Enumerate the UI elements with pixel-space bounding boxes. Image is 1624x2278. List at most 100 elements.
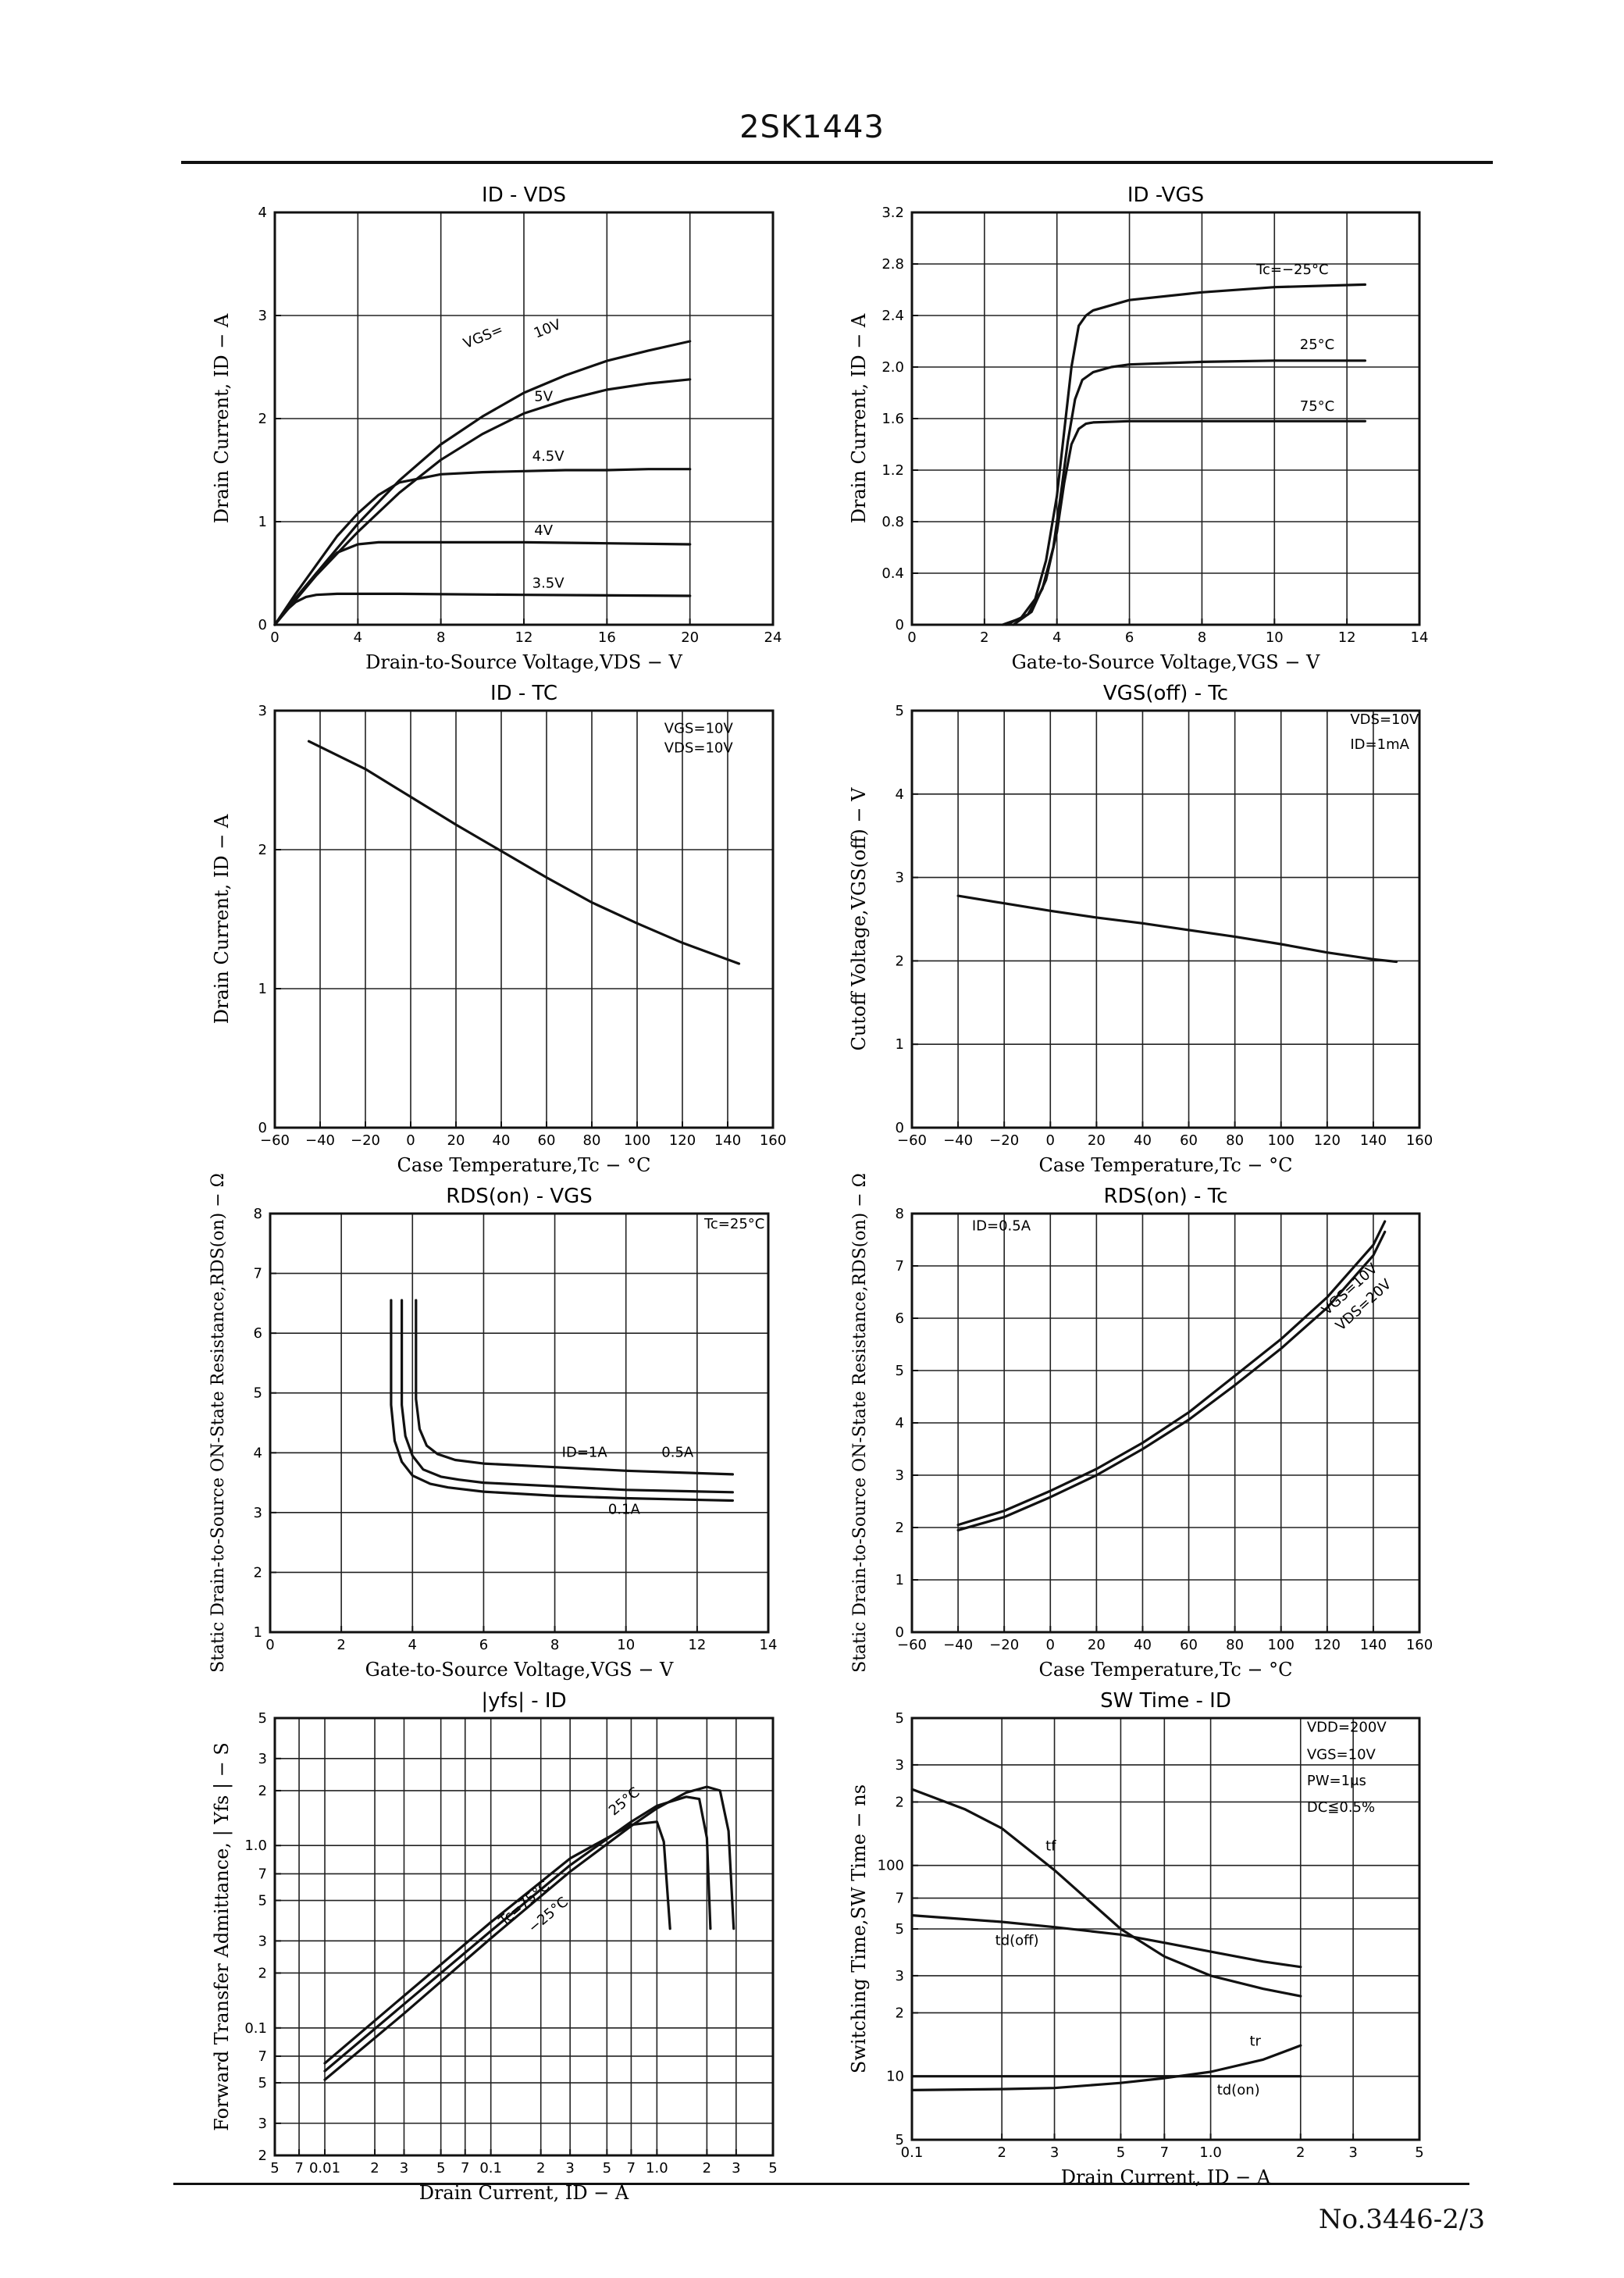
x-axis-label: Case Temperature,Tc − °C bbox=[397, 1154, 651, 1176]
series-line bbox=[273, 468, 692, 626]
x-tick-label: 3 bbox=[565, 2160, 574, 2176]
chart-title: VGS(off) - Tc bbox=[1103, 682, 1228, 705]
x-tick-label: 24 bbox=[764, 629, 782, 646]
y-axis-label: Drain Current, ID − A bbox=[211, 814, 233, 1024]
x-tick-label: 4 bbox=[408, 1637, 417, 1653]
y-tick-label: 2 bbox=[258, 411, 267, 427]
x-tick-label: 0 bbox=[265, 1637, 274, 1653]
x-tick-label: 5 bbox=[768, 2160, 777, 2176]
x-tick-label: 0.1 bbox=[479, 2160, 502, 2176]
x-tick-label: 2 bbox=[536, 2160, 545, 2176]
y-tick-label: 7 bbox=[258, 1866, 267, 1882]
y-tick-label: 3 bbox=[896, 1467, 904, 1484]
y-axis-label: Cutoff Voltage,VGS(off) − V bbox=[848, 787, 870, 1051]
x-tick-label: 2 bbox=[1296, 2144, 1305, 2161]
y-tick-label: 3 bbox=[258, 2116, 267, 2132]
y-tick-label: 3 bbox=[896, 870, 904, 886]
x-tick-label: 12 bbox=[688, 1637, 706, 1653]
y-tick-label: 5 bbox=[254, 1385, 262, 1402]
x-tick-label: 0.1 bbox=[901, 2144, 924, 2161]
annotation-label: 0.1A bbox=[608, 1501, 641, 1517]
series-line bbox=[1012, 419, 1367, 626]
chart-sw-time-id: SW Time - ID0.1 2 3 5 7 1.0 2 3 55102357100235Dr… bbox=[848, 1689, 1424, 2188]
x-tick-label: 0 bbox=[1046, 1637, 1055, 1653]
x-tick-label: 20 bbox=[681, 629, 699, 646]
x-tick-label: 8 bbox=[436, 629, 445, 646]
y-tick-label: 0 bbox=[896, 1120, 904, 1136]
x-tick-label: 0 bbox=[270, 629, 279, 646]
y-tick-label: 2 bbox=[896, 1794, 904, 1810]
y-tick-label: 3 bbox=[258, 1751, 267, 1767]
series-line bbox=[910, 1914, 1302, 1969]
annotation-label: 25°C bbox=[1300, 337, 1334, 353]
x-tick-label: −40 bbox=[943, 1637, 973, 1653]
annotation-label: 5V bbox=[534, 389, 553, 405]
series-line bbox=[273, 340, 692, 626]
x-tick-label: 7 bbox=[1160, 2144, 1169, 2161]
y-tick-label: 2 bbox=[258, 1965, 267, 1981]
series-line bbox=[273, 378, 692, 626]
y-tick-label: 1 bbox=[896, 1036, 904, 1053]
series-line bbox=[956, 1230, 1387, 1531]
x-tick-label: 140 bbox=[1360, 1132, 1387, 1149]
y-tick-label: 2 bbox=[254, 1564, 262, 1581]
y-tick-label: 1.0 bbox=[244, 1838, 267, 1854]
chart-title: ID -VGS bbox=[1127, 184, 1204, 207]
y-tick-label: 1 bbox=[896, 1572, 904, 1588]
document-number: No.3446-2/3 bbox=[1318, 2204, 1485, 2235]
x-tick-label: 2 bbox=[980, 629, 988, 646]
x-tick-label: 140 bbox=[1360, 1637, 1387, 1653]
y-axis-label: Drain Current, ID − A bbox=[848, 313, 870, 523]
x-tick-label: 60 bbox=[1180, 1132, 1198, 1149]
annotation-label: td(off) bbox=[995, 1932, 1039, 1948]
annotation-label: ID=1mA bbox=[1350, 736, 1409, 753]
y-tick-label: 0 bbox=[896, 1624, 904, 1641]
chart-title: ID - TC bbox=[490, 682, 557, 705]
chart-title: ID - VDS bbox=[482, 184, 566, 207]
x-tick-label: 3 bbox=[400, 2160, 408, 2176]
plot-frame bbox=[269, 1212, 770, 1634]
y-tick-label: 7 bbox=[254, 1266, 262, 1282]
series-line bbox=[415, 1299, 735, 1476]
y-tick-label: 7 bbox=[896, 1258, 904, 1274]
x-tick-label: 3 bbox=[1050, 2144, 1059, 2161]
y-tick-label: 5 bbox=[258, 1893, 267, 1909]
x-tick-label: 5 bbox=[436, 2160, 445, 2176]
series-line bbox=[910, 1788, 1302, 1998]
series-line bbox=[273, 540, 692, 626]
x-tick-label: 40 bbox=[1134, 1637, 1152, 1653]
x-tick-label: 2 bbox=[337, 1637, 345, 1653]
series-line bbox=[956, 894, 1398, 964]
x-tick-label: 120 bbox=[669, 1132, 696, 1149]
chart-title: |yfs| - ID bbox=[481, 1689, 566, 1713]
x-tick-label: 100 bbox=[1268, 1637, 1295, 1653]
x-tick-label: 100 bbox=[1268, 1132, 1295, 1149]
x-tick-label: 7 bbox=[627, 2160, 636, 2176]
y-tick-label: 0.8 bbox=[881, 514, 904, 530]
plot-frame bbox=[273, 709, 775, 1129]
series-line bbox=[307, 740, 741, 965]
annotation-label: 3.5V bbox=[532, 575, 565, 591]
y-tick-label: 3 bbox=[254, 1505, 262, 1521]
plot-frame bbox=[910, 709, 1421, 1129]
x-tick-label: 160 bbox=[1406, 1132, 1433, 1149]
series-line bbox=[323, 1795, 712, 2073]
x-tick-label: 120 bbox=[1314, 1132, 1341, 1149]
x-tick-label: 60 bbox=[538, 1132, 556, 1149]
y-tick-label: 8 bbox=[254, 1206, 262, 1222]
annotation-label: VDS=10V bbox=[664, 740, 734, 756]
series-line bbox=[910, 2044, 1302, 2092]
x-tick-label: −20 bbox=[989, 1132, 1019, 1149]
annotation-label: 4.5V bbox=[532, 448, 565, 465]
y-axis-label: Static Drain-to-Source ON-State Resistan… bbox=[850, 1173, 870, 1673]
y-tick-label: 3 bbox=[258, 1933, 267, 1949]
x-tick-label: 6 bbox=[1125, 629, 1134, 646]
x-tick-label: 140 bbox=[714, 1132, 741, 1149]
x-tick-label: −40 bbox=[943, 1132, 973, 1149]
annotation-label: Tc=25°C bbox=[703, 1216, 764, 1232]
annotation-label: VGS=10V bbox=[664, 720, 734, 736]
x-tick-label: 20 bbox=[447, 1132, 465, 1149]
x-tick-label: 160 bbox=[1406, 1637, 1433, 1653]
x-tick-label: 5 bbox=[270, 2160, 279, 2176]
annotation-label: 4V bbox=[534, 522, 553, 539]
